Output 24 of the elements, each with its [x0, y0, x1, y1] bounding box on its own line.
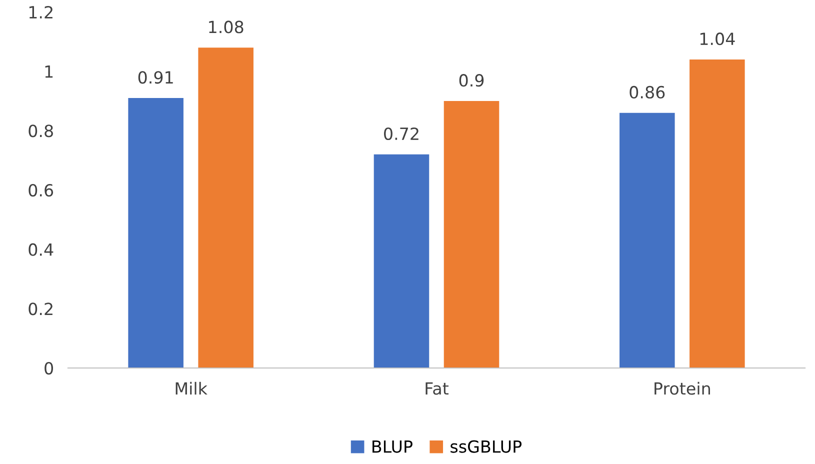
y-tick-label: 0.8 [28, 124, 53, 138]
bar [690, 59, 745, 368]
bar [198, 48, 254, 368]
y-tick-label: 1.2 [29, 6, 52, 18]
data-label: 1.08 [209, 20, 244, 34]
data-label: 0.9 [459, 74, 484, 87]
bar [128, 98, 184, 368]
bar [444, 101, 500, 368]
data-label: 0.72 [384, 127, 418, 140]
x-tick-label: Milk [176, 382, 208, 395]
legend-label: BLUP [372, 440, 412, 453]
y-tick-label: 0 [44, 362, 54, 375]
data-label: 1.04 [700, 32, 735, 46]
data-label: 0.86 [630, 86, 665, 99]
bar [620, 112, 675, 368]
data-label: 0.91 [138, 71, 173, 84]
x-tick-label: Fat [426, 382, 449, 395]
y-tick-label: 0.4 [28, 243, 54, 256]
legend-label: ssGBLUP [450, 440, 522, 453]
y-tick-label: 0.6 [28, 184, 54, 197]
x-tick-label: Protein [654, 382, 710, 395]
y-tick-label: 1 [45, 66, 53, 78]
y-tick-label: 0.2 [28, 302, 52, 316]
bar [374, 154, 430, 368]
